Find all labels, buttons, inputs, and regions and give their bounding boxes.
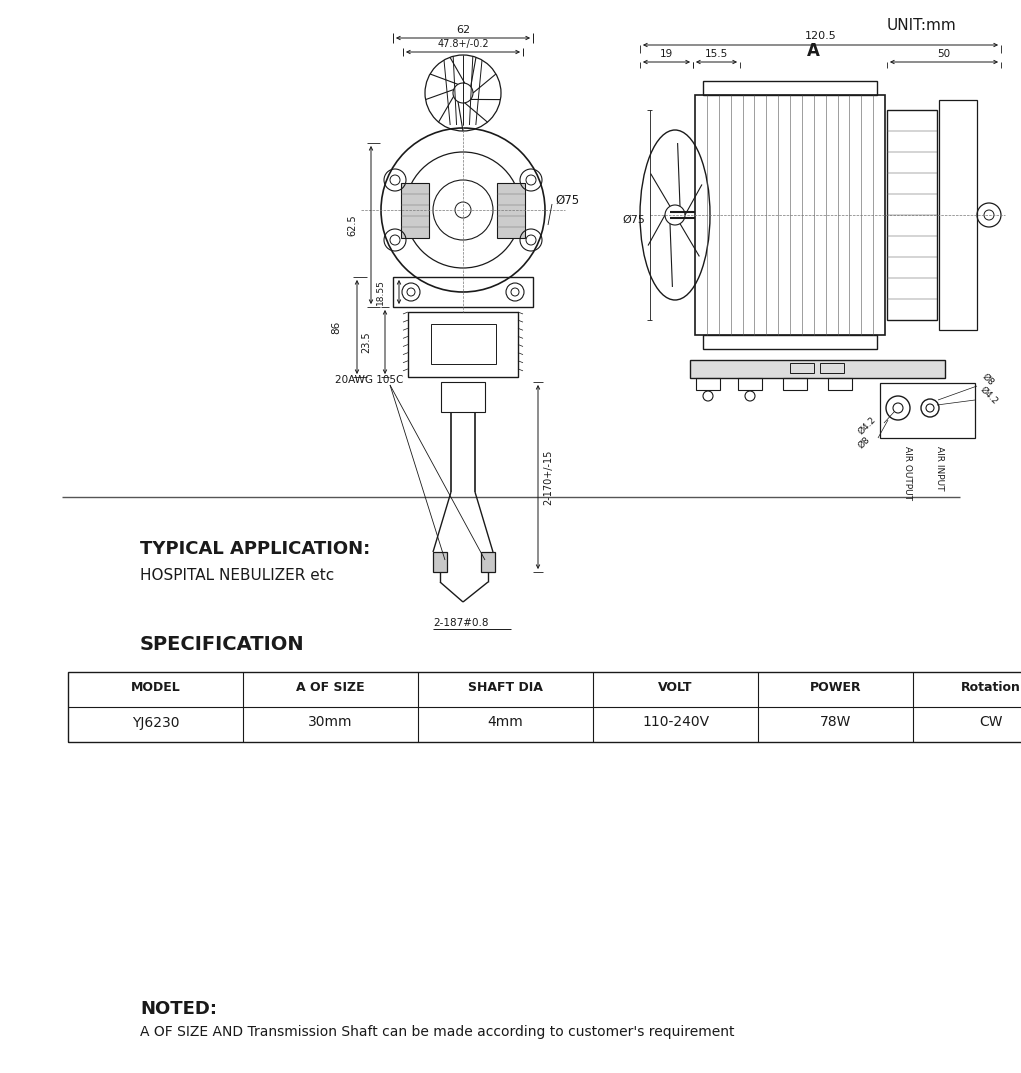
Bar bbox=[481, 552, 495, 572]
Bar bbox=[828, 378, 852, 389]
Text: 18.55: 18.55 bbox=[376, 279, 385, 305]
Text: 15.5: 15.5 bbox=[704, 49, 728, 59]
Text: YJ6230: YJ6230 bbox=[132, 716, 180, 730]
Bar bbox=[401, 183, 429, 238]
Bar bbox=[820, 363, 844, 373]
Text: A OF SIZE AND Transmission Shaft can be made according to customer's requirement: A OF SIZE AND Transmission Shaft can be … bbox=[140, 1025, 734, 1039]
Text: MODEL: MODEL bbox=[131, 681, 181, 694]
Text: 4mm: 4mm bbox=[488, 716, 524, 730]
Text: VOLT: VOLT bbox=[659, 681, 693, 694]
Text: Ø8: Ø8 bbox=[857, 436, 872, 451]
Text: Ø75: Ø75 bbox=[555, 193, 579, 206]
Text: AIR OUTPUT: AIR OUTPUT bbox=[903, 446, 912, 500]
Bar bbox=[441, 382, 485, 412]
Text: 47.8+/-0.2: 47.8+/-0.2 bbox=[437, 39, 489, 49]
Bar bbox=[408, 312, 518, 377]
Text: 50: 50 bbox=[937, 49, 951, 59]
Text: POWER: POWER bbox=[810, 681, 862, 694]
Bar bbox=[433, 552, 447, 572]
Bar bbox=[880, 383, 975, 438]
Bar bbox=[695, 95, 885, 335]
Bar bbox=[738, 378, 762, 389]
Bar bbox=[703, 335, 877, 349]
Text: 20AWG 105C: 20AWG 105C bbox=[335, 374, 403, 385]
Text: 110-240V: 110-240V bbox=[642, 716, 709, 730]
Bar bbox=[703, 80, 877, 95]
Text: 86: 86 bbox=[331, 321, 341, 334]
Text: 2-187#0.8: 2-187#0.8 bbox=[433, 618, 488, 628]
Text: 120.5: 120.5 bbox=[805, 31, 836, 41]
Bar bbox=[690, 361, 945, 378]
Text: 62: 62 bbox=[456, 25, 470, 35]
Text: NOTED:: NOTED: bbox=[140, 1000, 217, 1018]
Bar bbox=[887, 111, 937, 320]
Text: SHAFT DIA: SHAFT DIA bbox=[468, 681, 543, 694]
Text: A: A bbox=[807, 42, 820, 60]
Text: 23.5: 23.5 bbox=[361, 332, 371, 353]
Bar bbox=[696, 378, 720, 389]
Text: 30mm: 30mm bbox=[308, 716, 352, 730]
Text: 2-170+/-15: 2-170+/-15 bbox=[543, 450, 553, 504]
Text: Rotation: Rotation bbox=[961, 681, 1020, 694]
Text: AIR INPUT: AIR INPUT bbox=[935, 446, 944, 490]
Text: HOSPITAL NEBULIZER etc: HOSPITAL NEBULIZER etc bbox=[140, 568, 334, 583]
Text: Ø75: Ø75 bbox=[622, 215, 645, 225]
Bar bbox=[393, 277, 533, 307]
Bar bbox=[68, 672, 1021, 743]
Text: Ø4.2: Ø4.2 bbox=[857, 415, 878, 437]
Text: 78W: 78W bbox=[820, 716, 852, 730]
Text: SPECIFICATION: SPECIFICATION bbox=[140, 635, 304, 655]
Text: 19: 19 bbox=[660, 49, 673, 59]
Bar bbox=[939, 100, 977, 330]
Text: Ø8: Ø8 bbox=[980, 372, 995, 387]
Text: TYPICAL APPLICATION:: TYPICAL APPLICATION: bbox=[140, 540, 371, 558]
Bar bbox=[431, 324, 495, 364]
Text: 62.5: 62.5 bbox=[347, 215, 357, 236]
Text: CW: CW bbox=[979, 716, 1003, 730]
Text: UNIT:mm: UNIT:mm bbox=[886, 18, 956, 33]
Text: Ø4.2: Ø4.2 bbox=[978, 385, 1000, 407]
Text: A OF SIZE: A OF SIZE bbox=[296, 681, 364, 694]
Bar bbox=[497, 183, 525, 238]
Bar bbox=[783, 378, 807, 389]
Bar bbox=[790, 363, 814, 373]
